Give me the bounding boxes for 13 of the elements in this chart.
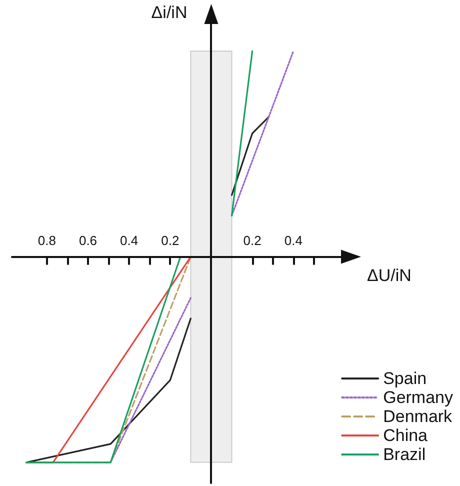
x-tick-label: 0.2 [161,232,180,248]
x-tick-label: 0.4 [120,232,138,248]
x-tick-label: 0.2 [243,232,262,248]
x-tick-label: 0.6 [78,232,98,248]
legend-label: Germany [383,388,454,407]
legend-label: Brazil [383,445,426,464]
legend-label: China [383,426,428,445]
x-tick-label: 0.4 [284,232,302,248]
y-axis-title: Δi/iN [151,3,188,22]
x-axis-title: ΔU/iN [367,266,412,285]
legend-label: Denmark [383,407,453,426]
legend-label: Spain [383,369,427,388]
x-tick-label: 0.8 [38,232,56,248]
